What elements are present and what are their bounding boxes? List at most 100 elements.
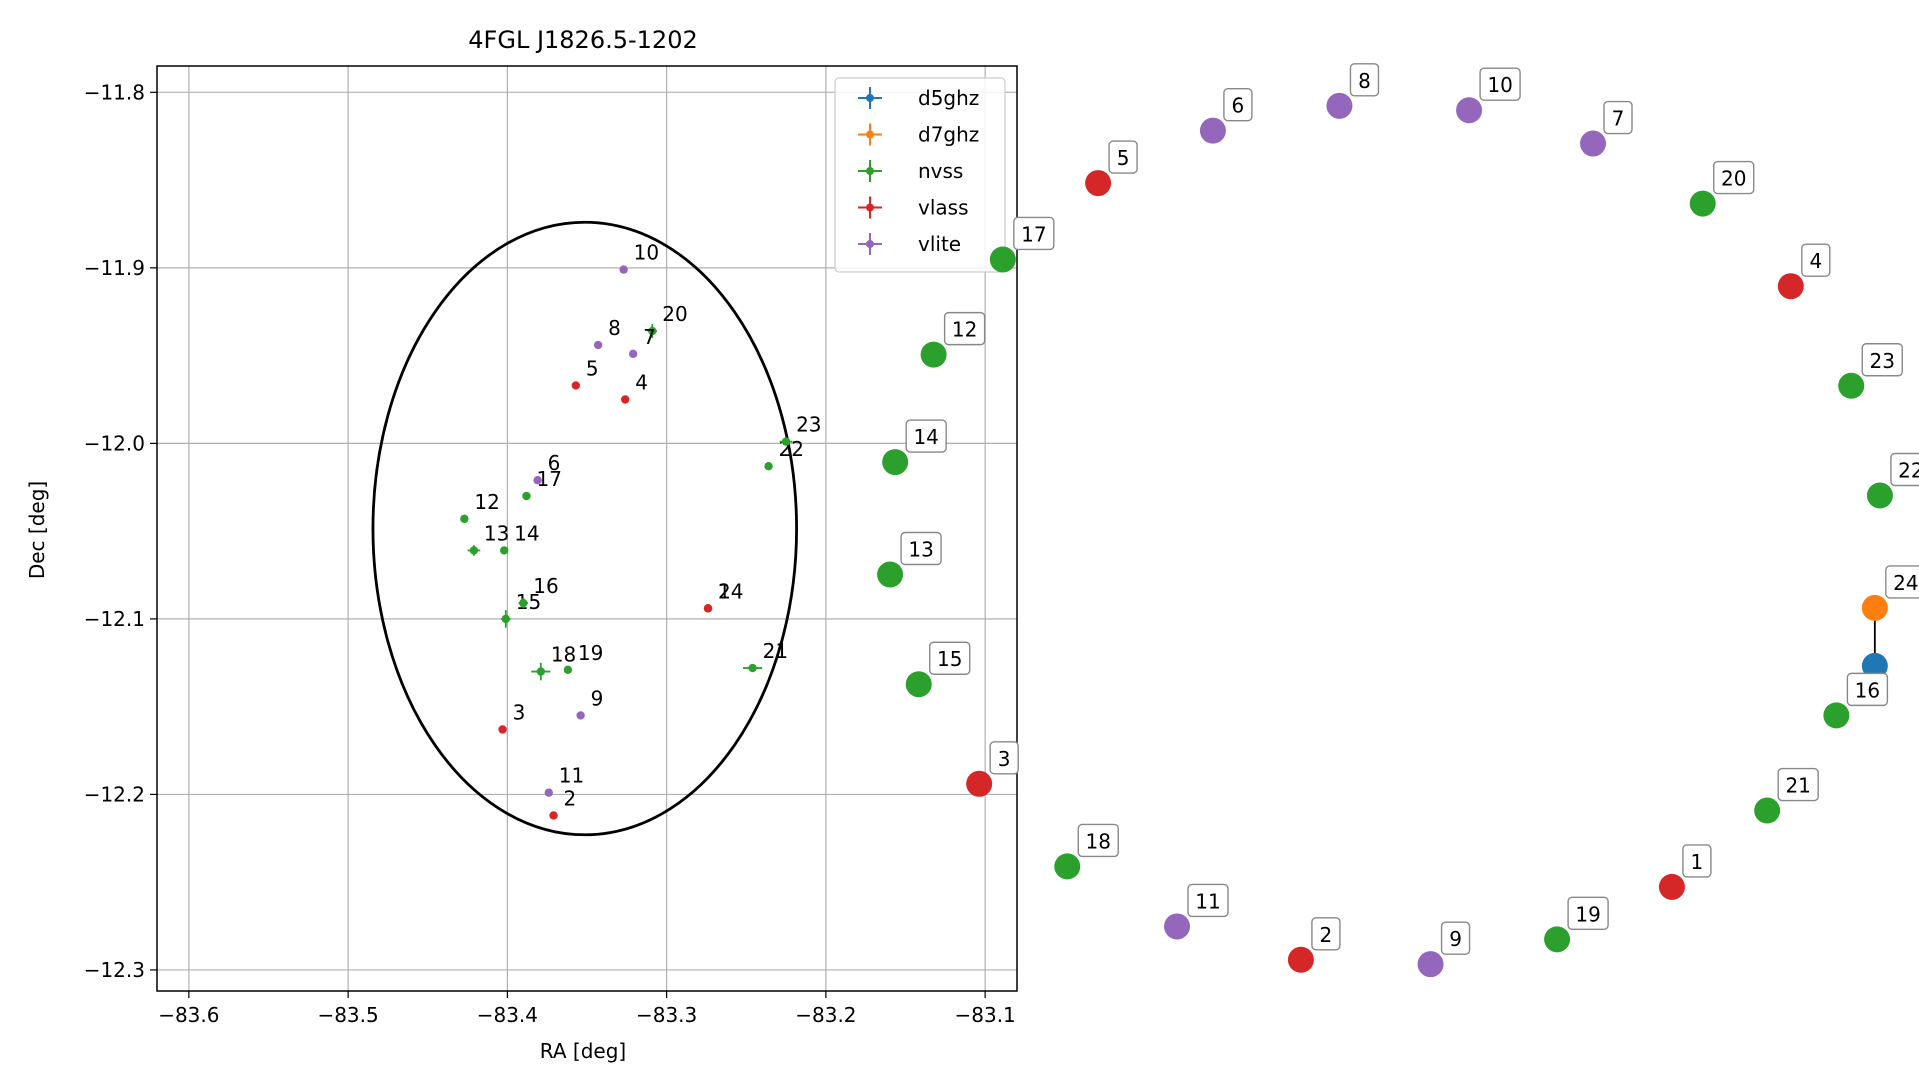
node-label: 1 (1691, 850, 1704, 874)
nvss-point (501, 614, 510, 624)
node-label: 16 (1855, 678, 1880, 702)
graph-node (1658, 873, 1685, 900)
point-label: 18 (551, 643, 576, 667)
nvss-point (781, 437, 791, 446)
point-label: 2 (564, 786, 577, 810)
graph-node (1199, 117, 1226, 144)
nvss-point (522, 491, 531, 501)
node-label-box (1890, 452, 1919, 487)
point-label: 7 (643, 325, 656, 349)
node-label-box (1108, 140, 1138, 174)
node-label-box (1567, 896, 1609, 931)
node-label: 8 (1358, 69, 1371, 93)
graph-node (1777, 273, 1804, 300)
graph-node (1866, 482, 1893, 509)
graph-node (966, 770, 993, 797)
node-label: 2 (1320, 923, 1333, 947)
graph-node (1287, 946, 1314, 973)
legend: d5ghz d7ghz nvss vlass vlite (834, 77, 1006, 273)
point-label: 1 (718, 579, 731, 603)
point-label: 10 (634, 241, 659, 265)
x-tick-label: −83.4 (477, 1003, 538, 1027)
nvss-point (563, 665, 573, 674)
node-label-box (905, 419, 947, 453)
legend-marker-dot (866, 240, 874, 248)
x-tick-label: −83.2 (795, 1003, 856, 1027)
vlass-point (549, 811, 558, 820)
node-label: 9 (1449, 927, 1462, 951)
graph-node (877, 561, 904, 588)
nvss-point (764, 461, 773, 471)
graph-node (1456, 97, 1483, 124)
node-label-box (1077, 823, 1119, 858)
node-label: 21 (1785, 774, 1810, 798)
legend-label: d7ghz (918, 123, 979, 147)
y-axis-label: Dec [deg] (25, 481, 49, 579)
nvss-point (536, 667, 546, 676)
node-label: 11 (1195, 889, 1220, 913)
point-label: 13 (484, 521, 509, 545)
point-label: 8 (608, 316, 621, 340)
graph-node (1544, 926, 1571, 953)
legend-label: vlite (918, 232, 961, 256)
legend-label: vlass (918, 196, 969, 220)
node-label-box (1846, 672, 1889, 707)
node-label-box (1479, 67, 1521, 101)
legend-marker-dot (866, 130, 874, 139)
node-label: 6 (1232, 94, 1245, 118)
point-label: 20 (662, 302, 687, 326)
graph-node (882, 449, 909, 476)
legend-marker-dot (866, 94, 874, 102)
node-label: 14 (913, 425, 938, 449)
vlite-point (628, 349, 638, 359)
point-label: 14 (514, 521, 539, 545)
vlite-point (544, 788, 553, 797)
y-tick-label: −12.1 (84, 607, 145, 631)
y-tick-label: −11.8 (84, 80, 145, 104)
vlite-point (619, 265, 628, 274)
point-label: 11 (559, 764, 584, 788)
vlass-point (621, 395, 630, 404)
node-label: 18 (1086, 829, 1111, 853)
node-label-box (929, 641, 971, 675)
graph-node (1823, 702, 1850, 729)
node-label-box (1187, 883, 1229, 918)
graph-node (1838, 372, 1865, 399)
point-label: 23 (796, 413, 821, 437)
graph-node (1861, 652, 1888, 679)
node-label-box (1440, 921, 1471, 955)
node-label: 23 (1870, 349, 1895, 373)
graph-node (1417, 951, 1444, 978)
legend-label: nvss (918, 159, 963, 183)
y-tick-label: −12.0 (84, 431, 145, 455)
vlite-point (533, 476, 542, 485)
node-label: 17 (1021, 222, 1046, 246)
nvss-point (499, 546, 509, 555)
point-label: 3 (513, 700, 526, 724)
node-label-box (943, 311, 986, 346)
point-label: 24 (718, 579, 743, 603)
nvss-point (519, 598, 528, 608)
nvss-point (469, 546, 479, 555)
node-label: 13 (908, 538, 933, 562)
vlass-point (571, 381, 581, 390)
node-label: 15 (937, 647, 962, 671)
x-tick-label: −83.3 (636, 1003, 697, 1027)
legend-marker-dot (866, 203, 874, 212)
node-label: 10 (1487, 73, 1512, 97)
localization-ellipse (371, 220, 798, 837)
graph-node (1085, 170, 1112, 197)
node-label: 4 (1809, 249, 1822, 273)
point-label: 5 (586, 356, 599, 380)
graph-node (1754, 797, 1781, 824)
x-tick-label: −83.6 (158, 1003, 219, 1027)
node-label: 3 (998, 747, 1011, 771)
point-label: 6 (548, 451, 561, 475)
vlite-point (576, 711, 585, 720)
node-label: 7 (1612, 107, 1625, 131)
y-tick-label: −11.9 (84, 256, 145, 280)
nvss-point (648, 326, 657, 336)
legend-marker-dot (866, 167, 874, 175)
y-tick-label: −12.2 (84, 782, 145, 806)
